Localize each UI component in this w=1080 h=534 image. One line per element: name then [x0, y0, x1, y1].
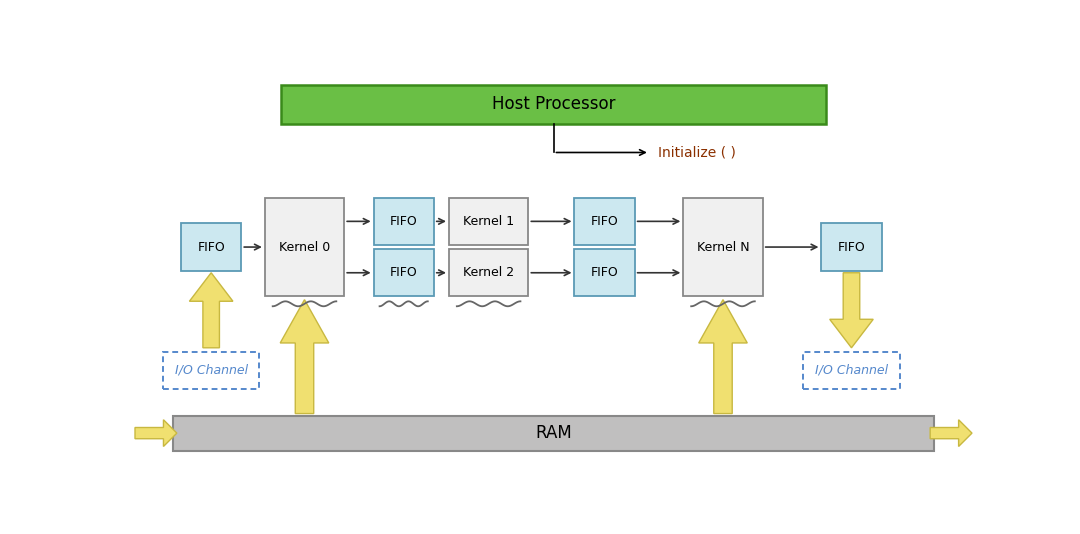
- FancyBboxPatch shape: [374, 198, 434, 245]
- FancyBboxPatch shape: [374, 249, 434, 296]
- FancyBboxPatch shape: [181, 223, 241, 271]
- Polygon shape: [930, 420, 972, 446]
- Text: Host Processor: Host Processor: [491, 95, 616, 113]
- Text: RAM: RAM: [535, 424, 572, 442]
- Polygon shape: [699, 300, 747, 413]
- FancyBboxPatch shape: [449, 198, 528, 245]
- Text: Kernel N: Kernel N: [697, 240, 750, 254]
- Text: Kernel 2: Kernel 2: [463, 266, 514, 279]
- FancyBboxPatch shape: [173, 415, 934, 451]
- FancyBboxPatch shape: [684, 198, 762, 296]
- Polygon shape: [280, 300, 328, 413]
- Text: FIFO: FIFO: [198, 240, 225, 254]
- FancyBboxPatch shape: [282, 84, 825, 124]
- Text: I/O Channel: I/O Channel: [815, 364, 888, 377]
- FancyBboxPatch shape: [163, 352, 259, 389]
- FancyBboxPatch shape: [449, 249, 528, 296]
- Text: FIFO: FIFO: [390, 266, 418, 279]
- FancyBboxPatch shape: [575, 249, 635, 296]
- Text: FIFO: FIFO: [591, 266, 619, 279]
- FancyBboxPatch shape: [821, 223, 881, 271]
- Text: Kernel 0: Kernel 0: [279, 240, 330, 254]
- Text: FIFO: FIFO: [591, 215, 619, 228]
- FancyBboxPatch shape: [575, 198, 635, 245]
- FancyBboxPatch shape: [804, 352, 900, 389]
- Text: FIFO: FIFO: [838, 240, 865, 254]
- FancyBboxPatch shape: [265, 198, 345, 296]
- Text: Initialize ( ): Initialize ( ): [658, 145, 735, 160]
- Polygon shape: [189, 273, 233, 348]
- Text: Kernel 1: Kernel 1: [463, 215, 514, 228]
- Text: I/O Channel: I/O Channel: [175, 364, 247, 377]
- Polygon shape: [135, 420, 177, 446]
- Text: FIFO: FIFO: [390, 215, 418, 228]
- Polygon shape: [829, 273, 874, 348]
